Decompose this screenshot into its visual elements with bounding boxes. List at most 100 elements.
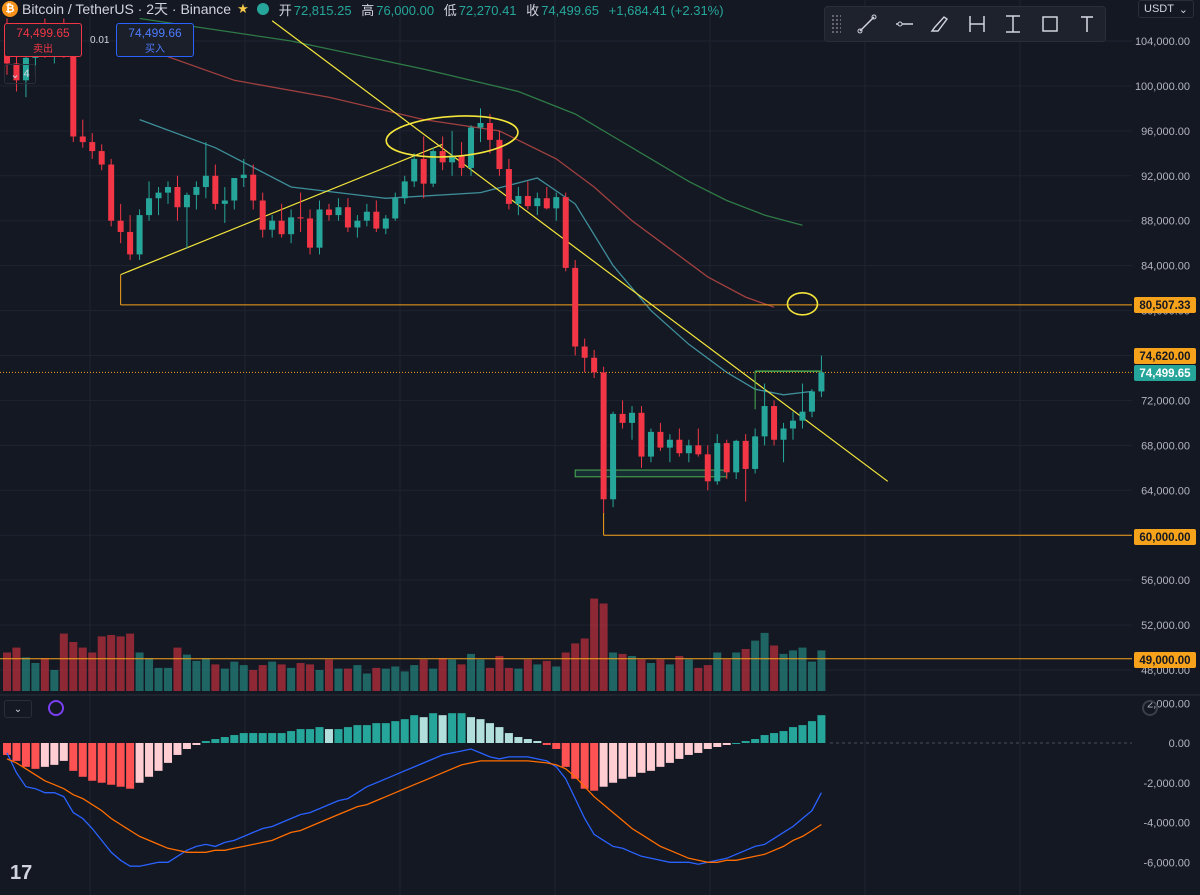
macd-histogram-bar: [457, 713, 466, 743]
sell-button[interactable]: 74,499.65 卖出: [4, 23, 82, 57]
volume-bar: [220, 668, 229, 691]
macd-histogram-bar: [599, 743, 608, 787]
candle: [771, 406, 778, 440]
rectangle-icon[interactable]: [1032, 9, 1069, 39]
candle: [354, 220, 361, 228]
volume-bar: [145, 658, 154, 691]
macd-histogram-bar: [126, 743, 135, 789]
candle: [818, 372, 825, 392]
price-tag: [1134, 529, 1196, 545]
highlight-circle: [786, 292, 819, 316]
price-axis-label: 96,000.00: [1141, 126, 1190, 138]
symbol-title[interactable]: Bitcoin / TetherUS · 2天 · Binance: [22, 1, 232, 17]
candle: [411, 158, 418, 182]
volume-bar: [211, 664, 220, 691]
candle: [572, 267, 579, 347]
candle: [808, 391, 815, 412]
volume-bar: [703, 665, 712, 691]
price-tag-label: 74,620.00: [1139, 351, 1190, 363]
candle: [392, 198, 399, 219]
moving-average-line: [139, 17, 803, 226]
candle: [98, 151, 105, 165]
macd-histogram-bar: [590, 743, 599, 791]
macd-histogram-bar: [163, 743, 172, 763]
macd-collapse-button[interactable]: ⌄: [4, 700, 32, 718]
macd-histogram-bar: [78, 743, 87, 777]
volume-bar: [438, 658, 447, 691]
chevron-down-icon: ⌄: [13, 703, 23, 715]
volume-bar: [59, 633, 68, 691]
volume-bar: [258, 665, 267, 691]
volume-bar: [391, 666, 400, 691]
macd-histogram-bar: [410, 715, 419, 743]
candle: [449, 155, 456, 163]
candle: [335, 207, 342, 216]
candle: [458, 155, 465, 168]
macd-histogram-bar: [97, 743, 106, 783]
drag-handle[interactable]: [831, 14, 841, 34]
moving-average-line: [139, 45, 775, 308]
candle: [723, 443, 730, 473]
price-axis-label: 88,000.00: [1141, 216, 1190, 228]
macd-histogram-bar: [192, 743, 201, 745]
macd-histogram-bar: [476, 719, 485, 743]
candle: [543, 198, 550, 209]
volume-bar: [628, 656, 637, 691]
macd-histogram-bar: [789, 727, 798, 743]
macd-histogram-bar: [69, 743, 78, 771]
buy-price: 74,499.66: [128, 26, 182, 40]
macd-histogram-bar: [116, 743, 125, 787]
horizontal-line-icon[interactable]: [885, 9, 922, 39]
candle: [752, 436, 759, 469]
gear-icon[interactable]: [1142, 700, 1158, 716]
low-label: 低: [443, 2, 457, 18]
star-icon[interactable]: ★: [237, 1, 249, 16]
price-range-icon[interactable]: [995, 9, 1032, 39]
macd-histogram-bar: [40, 743, 49, 767]
candle: [136, 215, 143, 255]
volume-bar: [590, 598, 599, 691]
trend-line-icon[interactable]: [849, 9, 886, 39]
macd-histogram-bar: [514, 737, 523, 743]
volume-bar: [722, 659, 731, 691]
volume-bar: [533, 664, 542, 691]
candle: [799, 411, 806, 421]
candle: [647, 431, 654, 457]
candle: [231, 178, 238, 201]
tradingview-logo: 17: [10, 862, 33, 884]
macd-histogram-bar: [315, 727, 324, 743]
macd-histogram-bar: [770, 733, 779, 743]
currency-select[interactable]: USDT ⌄: [1138, 0, 1194, 18]
macd-histogram-bar: [713, 743, 722, 747]
volume-bar: [116, 636, 125, 691]
macd-axis-label: -6,000.00: [1144, 857, 1190, 869]
volume-bar: [230, 661, 239, 691]
indicators-collapse-button[interactable]: ⌄ 4: [4, 64, 36, 84]
candle: [108, 164, 115, 221]
buy-button[interactable]: 74,499.66 买入: [116, 23, 194, 57]
macd-histogram-bar: [419, 717, 428, 743]
text-icon[interactable]: [1068, 9, 1105, 39]
date-range-icon[interactable]: [959, 9, 996, 39]
drawing-toolbar: [824, 6, 1106, 42]
candle: [420, 158, 427, 184]
candle: [430, 151, 437, 184]
macd-histogram-bar: [258, 733, 267, 743]
volume-bar: [789, 650, 798, 691]
spread-value: 0.01: [90, 35, 110, 46]
candle: [666, 439, 673, 448]
brush-icon[interactable]: [922, 9, 959, 39]
volume-bar: [609, 652, 618, 691]
candle: [553, 197, 560, 209]
volume-bar: [485, 667, 494, 691]
volume-bar: [523, 659, 532, 691]
macd-histogram-bar: [362, 725, 371, 743]
candle: [761, 406, 768, 437]
volume-bar: [779, 653, 788, 691]
macd-histogram-bar: [107, 743, 116, 785]
macd-histogram-bar: [277, 733, 286, 743]
volume-bar: [751, 640, 760, 691]
ohlc-values: 开 72,815.25 高 76,000.00 低 72,270.41 收 74,499…: [279, 0, 726, 19]
candle: [496, 139, 503, 170]
